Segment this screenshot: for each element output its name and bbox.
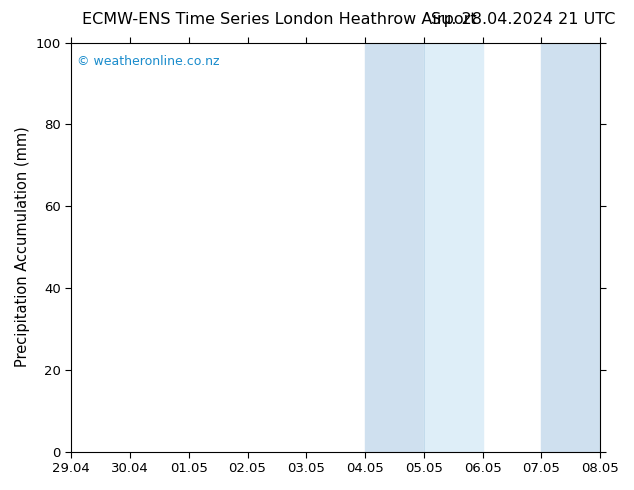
- Text: Su. 28.04.2024 21 UTC: Su. 28.04.2024 21 UTC: [430, 12, 615, 27]
- Bar: [365, 43, 424, 452]
- Bar: [424, 43, 482, 452]
- Y-axis label: Precipitation Accumulation (mm): Precipitation Accumulation (mm): [15, 127, 30, 368]
- Bar: [541, 43, 600, 452]
- Text: © weatheronline.co.nz: © weatheronline.co.nz: [77, 55, 219, 68]
- Bar: [600, 43, 630, 452]
- Text: ECMW-ENS Time Series London Heathrow Airport: ECMW-ENS Time Series London Heathrow Air…: [82, 12, 477, 27]
